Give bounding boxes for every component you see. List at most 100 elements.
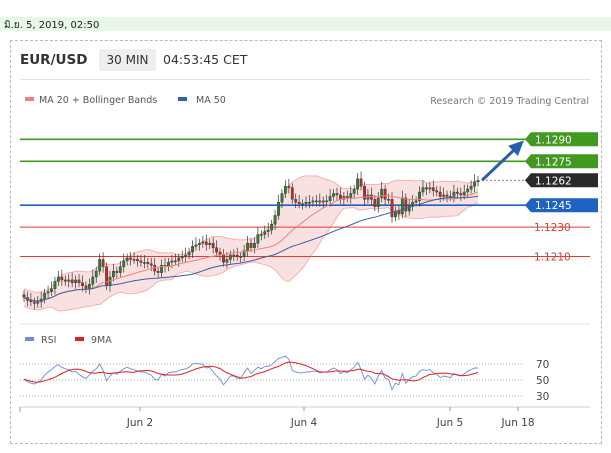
legend-swatch-ma50: [178, 97, 187, 101]
candle-body: [321, 200, 325, 203]
candle-body: [473, 181, 476, 187]
level-label-1.1210: 1.1210: [534, 251, 571, 263]
candle-body: [184, 254, 188, 257]
candle-body: [462, 191, 466, 196]
candle-body: [411, 202, 415, 206]
price-levels: [20, 138, 590, 257]
candle-body: [222, 254, 225, 263]
candle-body: [160, 265, 163, 273]
candle-body: [94, 270, 98, 278]
candle-body: [459, 193, 463, 196]
projection-arrowhead: [508, 140, 524, 156]
x-axis: Jun 2 Jun 4 Jun 5 Jun 18: [19, 407, 535, 429]
candle-body: [314, 200, 318, 203]
candle-body: [318, 200, 322, 203]
candle-body: [425, 187, 428, 190]
candle-body: [335, 193, 339, 196]
candle-body: [445, 194, 449, 197]
legend-label-bollinger: MA 20 + Bollinger Bands: [39, 95, 157, 106]
candle-body: [431, 187, 435, 191]
candle-body: [149, 263, 153, 266]
candle-body: [170, 260, 174, 263]
candlesticks: [22, 171, 480, 310]
candle-body: [428, 187, 432, 190]
candle-body: [146, 262, 150, 265]
candle-body: [118, 266, 122, 273]
level-label-1.1275: 1.1275: [535, 156, 572, 168]
candle-body: [228, 254, 232, 260]
candle-body: [84, 285, 88, 289]
clock-label: 04:53:45 CET: [163, 52, 248, 67]
candle-body: [383, 188, 387, 200]
rsi-ma-line: [23, 361, 479, 383]
candle-body: [232, 254, 236, 257]
ma20-line: [23, 191, 479, 302]
level-label-1.1290: 1.1290: [535, 134, 572, 146]
candle-body: [287, 185, 291, 188]
rsi-line: [23, 355, 478, 391]
candle-body: [177, 257, 181, 262]
candle-body: [253, 243, 256, 248]
candle-body: [277, 202, 280, 216]
candle-body: [235, 254, 239, 257]
candle-body: [304, 202, 308, 204]
legend-swatch-rsi-ma: [75, 337, 84, 341]
level-labels: 1.1290 1.1275 1.1262 1.1245 1.1230 1.1210: [525, 132, 598, 263]
candle-body: [129, 257, 133, 260]
legend-label-ma50: MA 50: [196, 95, 226, 106]
candle-body: [421, 187, 425, 193]
candle-body: [112, 270, 115, 278]
candle-body: [297, 202, 301, 204]
symbol-label: EUR/USD: [20, 52, 88, 68]
candle-body: [387, 199, 390, 201]
level-tag-1.1290: [525, 132, 598, 147]
candle-body: [63, 279, 67, 282]
candle-body: [43, 292, 47, 300]
candle-body: [390, 199, 394, 218]
candle-body: [283, 185, 287, 194]
x-tick-label: Jun 4: [290, 417, 318, 429]
level-label-1.1230: 1.1230: [534, 222, 571, 234]
timeframe-button[interactable]: 30 MIN: [99, 49, 156, 71]
projection-arrow: [480, 140, 524, 182]
candle-body: [67, 279, 71, 282]
candle-body: [404, 197, 408, 212]
candle-body: [466, 188, 470, 193]
date-stamp: มิ.ย. 5, 2019, 02:50: [4, 20, 100, 31]
candle-body: [239, 256, 243, 258]
candle-body: [56, 276, 60, 282]
candle-body: [70, 279, 74, 284]
candle-body: [87, 284, 91, 289]
candle-body: [60, 276, 64, 281]
candle-body: [294, 199, 298, 203]
candle-body: [259, 234, 263, 236]
candle-body: [418, 191, 421, 202]
candle-body: [122, 260, 126, 267]
candle-body: [249, 243, 253, 248]
candle-body: [263, 231, 267, 235]
legend-swatch-bollinger: [25, 97, 34, 101]
candle-body: [376, 197, 380, 207]
candle-body: [342, 196, 346, 200]
candle-body: [77, 279, 81, 284]
x-tick-label: Jun 2: [126, 417, 153, 429]
candle-body: [194, 244, 198, 247]
date-strip: [0, 17, 611, 31]
candle-body: [91, 276, 95, 285]
candle-body: [215, 247, 219, 253]
candle-body: [156, 270, 160, 273]
level-label-1.1262: 1.1262: [535, 175, 572, 187]
candle-body: [476, 180, 480, 182]
candle-body: [308, 202, 311, 204]
candle-body: [98, 259, 102, 272]
candle-body: [345, 196, 349, 199]
candle-body: [225, 259, 229, 263]
candle-body: [311, 200, 315, 203]
candle-body: [74, 279, 77, 284]
candle-body: [266, 229, 270, 232]
candle-body: [273, 215, 277, 225]
candle-body: [452, 191, 456, 197]
candle-body: [142, 262, 146, 264]
candle-body: [455, 191, 459, 194]
candle-body: [380, 188, 384, 199]
